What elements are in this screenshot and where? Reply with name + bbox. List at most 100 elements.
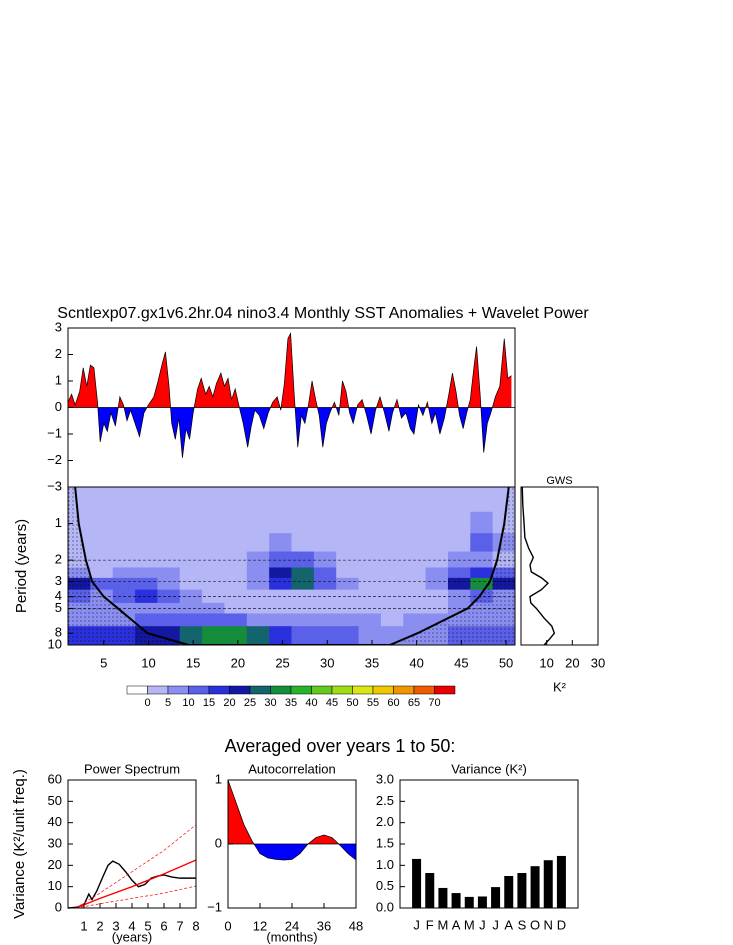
- x-tick-label: S: [518, 917, 527, 932]
- power-cell: [224, 533, 248, 553]
- power-cell: [336, 577, 360, 591]
- power-cell: [380, 602, 404, 615]
- power-cell: [291, 511, 315, 534]
- y-tick-label: 3: [55, 573, 62, 588]
- colorbar-box: [270, 685, 292, 695]
- power-cell: [313, 511, 337, 534]
- y-tick-label: 5: [55, 600, 62, 615]
- colorbar-label: 55: [367, 697, 379, 709]
- power-cell: [291, 602, 315, 615]
- colorbar-label: 10: [182, 697, 194, 709]
- positive-area: [228, 780, 356, 844]
- power-cell: [246, 613, 270, 627]
- bar: [504, 876, 514, 908]
- power-cell: [403, 487, 427, 513]
- colorbar-box: [393, 685, 415, 695]
- y-tick-label: 30: [48, 835, 62, 850]
- power-cell: [202, 551, 226, 569]
- power-cell: [112, 567, 136, 579]
- power-cell: [380, 577, 404, 591]
- y-tick-label: 0: [55, 899, 62, 914]
- x-tick-label: F: [426, 917, 434, 932]
- power-cell: [425, 533, 449, 553]
- power-cell: [135, 577, 158, 591]
- power-cell: [179, 577, 203, 591]
- colorbar-box: [229, 685, 251, 695]
- y-tick-label: 20: [48, 857, 62, 872]
- power-cell: [447, 511, 471, 534]
- power-cell: [313, 613, 337, 627]
- x-tick-label: M: [437, 917, 448, 932]
- series-line: [75, 885, 197, 909]
- y-tick-label: 50: [48, 793, 62, 808]
- power-cell: [202, 613, 226, 627]
- y-tick-label: 1: [215, 771, 222, 786]
- y-tick-label: 2.0: [376, 814, 394, 829]
- power-cell: [470, 533, 494, 553]
- power-cell: [90, 533, 114, 553]
- panel-title: Power Spectrum: [84, 761, 180, 776]
- power-cell: [470, 551, 494, 569]
- power-cell: [291, 533, 315, 553]
- bar: [451, 893, 461, 908]
- power-cell: [135, 567, 158, 579]
- power-cell: [269, 567, 293, 579]
- power-cell: [224, 613, 248, 627]
- x-tick-label: N: [544, 917, 553, 932]
- power-cell: [336, 511, 360, 534]
- power-cell: [246, 626, 270, 645]
- coi-stipple: [68, 487, 515, 645]
- power-cell: [135, 487, 158, 513]
- colorbar-label: 60: [387, 697, 399, 709]
- colorbar-label: 0: [144, 697, 150, 709]
- power-cell: [380, 487, 404, 513]
- colorbar-label: 70: [428, 697, 440, 709]
- power-cell: [135, 533, 158, 553]
- negative-area: [228, 844, 356, 860]
- area-outline: [67, 331, 512, 458]
- power-cell: [313, 567, 337, 579]
- power-cell: [291, 577, 315, 591]
- y-axis-label: Variance (K²/unit freq.): [11, 769, 28, 919]
- y-tick-label: 3: [55, 319, 62, 334]
- y-tick-label: 0.5: [376, 878, 394, 893]
- y-tick-label: 0.0: [376, 899, 394, 914]
- power-cell: [380, 626, 404, 645]
- power-cell: [246, 577, 270, 591]
- power-cell: [447, 487, 471, 513]
- power-cell: [425, 511, 449, 534]
- colorbar-box: [290, 685, 312, 695]
- y-tick-label: 0: [55, 399, 62, 414]
- power-cell: [425, 577, 449, 591]
- power-cell: [470, 567, 494, 579]
- power-cell: [291, 613, 315, 627]
- power-cell: [336, 626, 360, 645]
- colorbar-box: [311, 685, 333, 695]
- power-cell: [246, 487, 270, 513]
- colorbar-box: [352, 685, 374, 695]
- x-tick-label: M: [464, 917, 475, 932]
- y-tick-label: 40: [48, 814, 62, 829]
- power-cell: [403, 511, 427, 534]
- x-tick-label: 45: [454, 655, 468, 670]
- power-cell: [224, 487, 248, 513]
- power-cell: [202, 511, 226, 534]
- y-tick-label: −2: [47, 452, 62, 467]
- power-cell: [224, 567, 248, 579]
- power-cell: [291, 487, 315, 513]
- colorbar-box: [249, 685, 271, 695]
- x-tick-label: 1: [80, 918, 87, 933]
- main-title: Scntlexp07.gx1v6.2hr.04 nino3.4 Monthly …: [57, 305, 589, 322]
- power-cell: [269, 551, 293, 569]
- colorbar-label: 40: [305, 697, 317, 709]
- power-cell: [447, 567, 471, 579]
- power-cell: [179, 567, 203, 579]
- x-tick-label: 12: [253, 918, 267, 933]
- panel-title: Autocorrelation: [248, 761, 335, 776]
- power-cell: [403, 613, 427, 627]
- x-tick-label: A: [504, 917, 513, 932]
- power-cell: [336, 551, 360, 569]
- bar: [464, 896, 474, 908]
- power-cell: [336, 533, 360, 553]
